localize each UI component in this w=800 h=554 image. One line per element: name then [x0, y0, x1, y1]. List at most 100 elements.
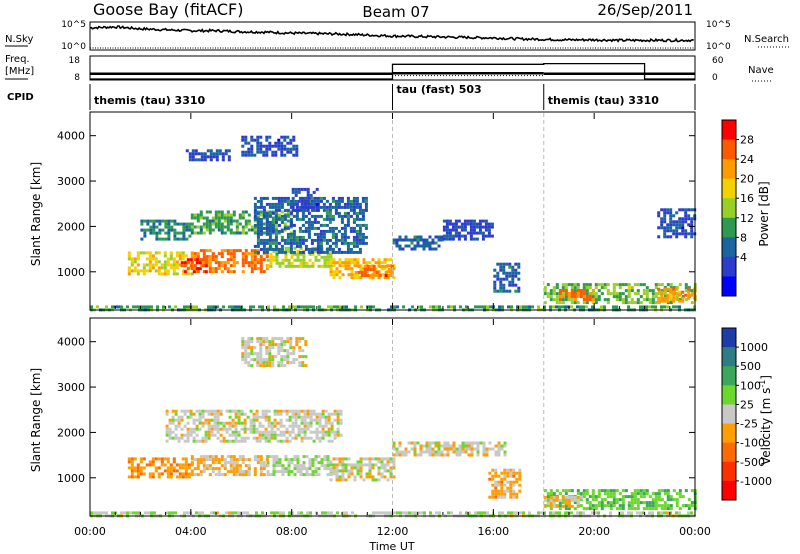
- heatmap-cell: [377, 466, 381, 470]
- heatmap-cell: [328, 217, 332, 221]
- heatmap-cell: [232, 249, 236, 253]
- heatmap-cell: [355, 202, 359, 206]
- heatmap-cell: [256, 340, 260, 344]
- heatmap-cell: [392, 264, 396, 268]
- heatmap-cell: [312, 305, 315, 309]
- heatmap-cell: [389, 457, 393, 461]
- heatmap-cell: [332, 466, 336, 470]
- heatmap-cell: [633, 489, 637, 493]
- heatmap-cell: [398, 244, 402, 248]
- heatmap-cell: [221, 158, 225, 162]
- heatmap-cell: [690, 220, 694, 224]
- heatmap-cell: [416, 441, 420, 445]
- heatmap-cell: [349, 199, 353, 203]
- heatmap-cell: [437, 444, 441, 448]
- heatmap-cell: [457, 234, 461, 238]
- heatmap-cell: [301, 241, 305, 245]
- heatmap-cell: [585, 489, 589, 493]
- heatmap-cell: [231, 511, 234, 515]
- heatmap-cell: [195, 258, 199, 262]
- heatmap-cell: [148, 263, 152, 267]
- heatmap-cell: [328, 214, 332, 218]
- heatmap-cell: [130, 260, 134, 264]
- heatmap-cell: [151, 460, 155, 464]
- heatmap-cell: [235, 222, 239, 226]
- heatmap-cell: [546, 283, 550, 287]
- heatmap-cell: [555, 292, 559, 296]
- heatmap-cell: [364, 235, 368, 239]
- heatmap-cell: [371, 276, 375, 280]
- heatmap-cell: [675, 211, 679, 215]
- heatmap-cell: [175, 469, 179, 473]
- heatmap-cell: [278, 464, 282, 468]
- heatmap-cell: [280, 238, 284, 242]
- heatmap-cell: [338, 258, 342, 262]
- heatmap-cell: [297, 409, 301, 413]
- heatmap-cell: [311, 470, 315, 474]
- heatmap-cell: [171, 436, 175, 440]
- heatmap-cell: [289, 352, 293, 356]
- heatmap-cell: [205, 467, 209, 471]
- heatmap-cell: [148, 266, 152, 270]
- heatmap-cell: [226, 461, 230, 465]
- colorbar-tick-label: 1000: [740, 341, 768, 354]
- heatmap-cell: [241, 216, 245, 220]
- heatmap-cell: [149, 228, 153, 232]
- heatmap-cell: [277, 141, 281, 145]
- heatmap-cell: [561, 295, 565, 298]
- heatmap-cell: [306, 436, 310, 440]
- heatmap-cell: [292, 241, 296, 245]
- heatmap-cell: [363, 268, 367, 271]
- heatmap-cell: [369, 268, 373, 271]
- heatmap-cell: [482, 450, 486, 454]
- cpid-segment-label: themis (tau) 3310: [94, 94, 206, 107]
- heatmap-cell: [244, 470, 248, 474]
- heatmap-cell: [516, 511, 519, 515]
- colorbar-swatch: [722, 385, 736, 405]
- heatmap-cell: [660, 498, 664, 502]
- heatmap-cell: [262, 270, 266, 274]
- heatmap-cell: [301, 355, 305, 359]
- heatmap-cell: [669, 286, 673, 290]
- heatmap-cell: [515, 480, 519, 484]
- heatmap-cell: [591, 289, 595, 292]
- heatmap-cell: [461, 447, 465, 451]
- heatmap-cell: [283, 228, 287, 232]
- heatmap-cell: [368, 469, 372, 473]
- heatmap-cell: [343, 232, 347, 236]
- heatmap-cell: [402, 305, 405, 309]
- time-tick-label: 16:00: [477, 525, 509, 538]
- heatmap-cell: [340, 217, 344, 221]
- heatmap-cell: [340, 199, 344, 203]
- heatmap-cell: [612, 504, 616, 508]
- beam-title: Beam 07: [362, 3, 429, 21]
- cpid-label: CPID: [7, 92, 34, 103]
- heatmap-cell: [325, 241, 329, 245]
- heatmap-cell: [329, 478, 333, 482]
- heatmap-cell: [256, 217, 260, 221]
- heatmap-cell: [310, 241, 314, 245]
- heatmap-cell: [654, 504, 658, 508]
- heatmap-cell: [502, 289, 506, 293]
- heatmap-cell: [491, 447, 495, 451]
- heatmap-cell: [181, 254, 185, 258]
- heatmap-cell: [675, 295, 679, 299]
- heatmap-cell: [434, 453, 438, 457]
- heatmap-cell: [496, 277, 500, 281]
- heatmap-cell: [392, 267, 396, 271]
- heatmap-cell: [204, 264, 208, 268]
- heatmap-cell: [127, 257, 131, 261]
- heatmap-cell: [167, 234, 171, 238]
- heatmap-cell: [651, 301, 655, 305]
- heatmap-cell: [600, 501, 604, 505]
- heatmap-cell: [237, 421, 241, 425]
- heatmap-cell: [294, 412, 298, 416]
- heatmap-cell: [591, 305, 594, 309]
- heatmap-cell: [332, 273, 336, 277]
- heatmap-cell: [303, 305, 306, 309]
- heatmap-cell: [223, 225, 227, 229]
- heatmap-cell: [690, 501, 694, 505]
- heatmap-cell: [309, 205, 313, 209]
- heatmap-cell: [312, 412, 316, 416]
- heatmap-cell: [274, 241, 278, 245]
